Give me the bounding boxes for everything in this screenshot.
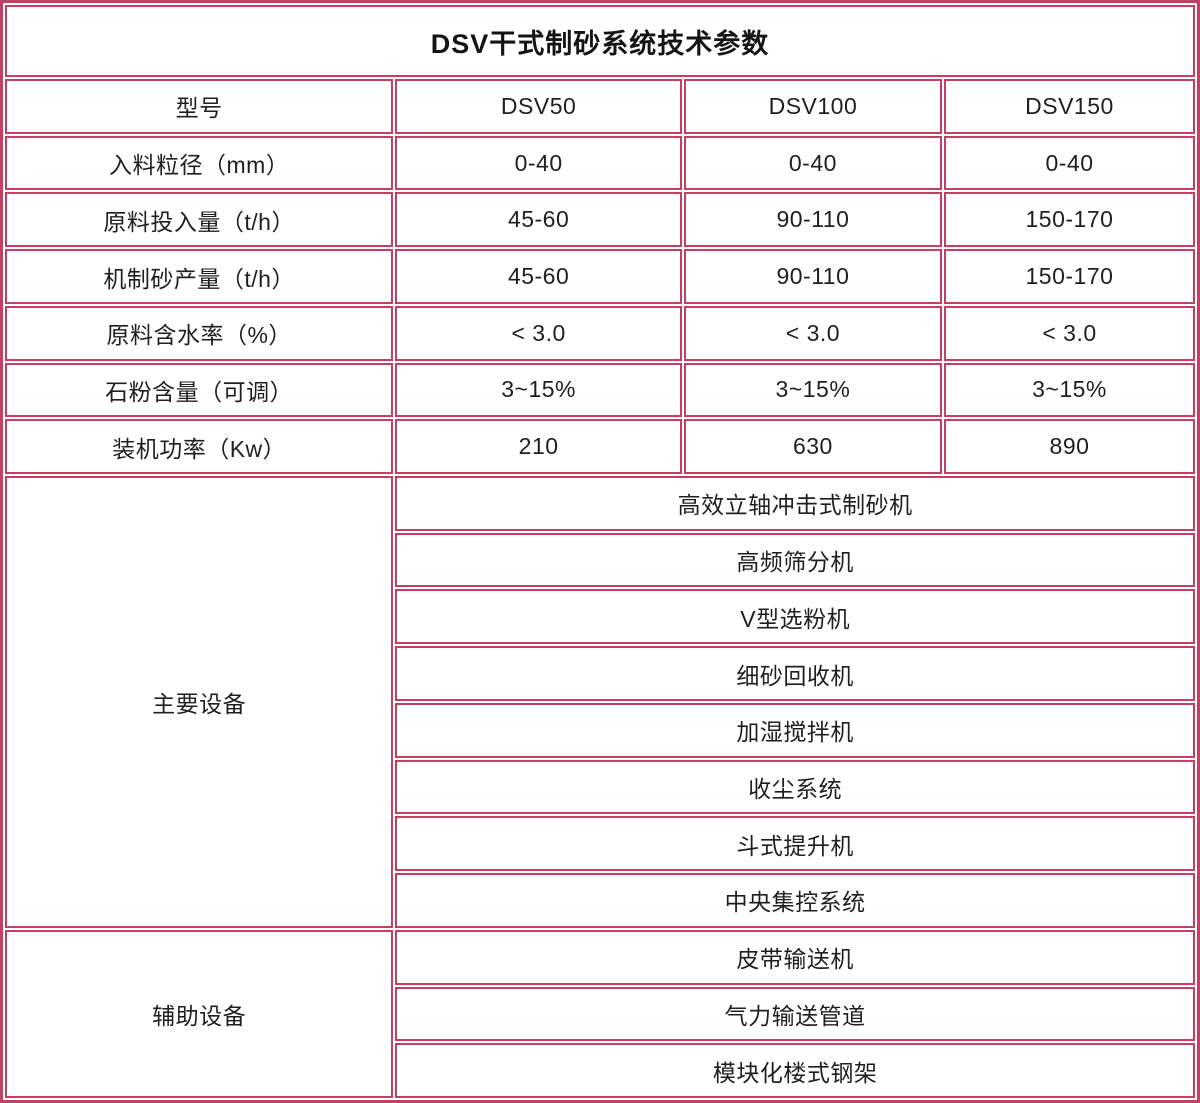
header-model-dsv50: DSV50	[395, 79, 682, 134]
param-value-cell: < 3.0	[943, 305, 1195, 361]
main-equipment-row: 高频筛分机	[5, 532, 1195, 588]
equipment-item-cell: 中央集控系统	[395, 873, 1195, 928]
param-value-cell: 3~15%	[683, 362, 942, 418]
auxiliary-equipment-row: 模块化楼式钢架	[5, 1043, 1195, 1098]
header-row: 型号 DSV50 DSV100 DSV150	[5, 79, 1195, 134]
param-value-cell: 0-40	[395, 135, 682, 191]
equipment-item-cell: 收尘系统	[395, 759, 1195, 815]
equipment-item-cell: V型选粉机	[395, 589, 1195, 645]
equipment-item-cell: 皮带输送机	[395, 929, 1195, 985]
header-model-dsv100: DSV100	[683, 79, 942, 134]
equipment-item-cell: 气力输送管道	[395, 986, 1195, 1042]
param-value-cell: 150-170	[943, 249, 1195, 304]
param-value-cell: 0-40	[943, 135, 1195, 191]
param-label-cell: 原料投入量（t/h）	[5, 192, 394, 248]
table-title: DSV干式制砂系统技术参数	[5, 5, 1195, 77]
param-label-cell: 装机功率（Kw）	[5, 419, 394, 475]
param-label-cell: 原料含水率（%）	[5, 305, 394, 361]
param-value-cell: 210	[395, 419, 682, 475]
main-equipment-row: 斗式提升机	[5, 816, 1195, 872]
param-value-cell: 45-60	[395, 249, 682, 304]
main-equipment-row: 加湿搅拌机	[5, 702, 1195, 758]
main-equipment-row: 收尘系统	[5, 759, 1195, 815]
spec-row-stone-powder: 石粉含量（可调） 3~15% 3~15% 3~15%	[5, 362, 1195, 418]
main-equipment-row: V型选粉机	[5, 589, 1195, 645]
param-label-cell: 入料粒径（mm）	[5, 135, 394, 191]
param-value-cell: < 3.0	[395, 305, 682, 361]
param-value-cell: 150-170	[943, 192, 1195, 248]
auxiliary-equipment-row: 气力输送管道	[5, 986, 1195, 1042]
equipment-item-cell: 细砂回收机	[395, 646, 1195, 701]
header-label-cell: 型号	[5, 79, 394, 134]
auxiliary-equipment-row: 辅助设备 皮带输送机	[5, 929, 1195, 1098]
param-value-cell: 630	[683, 419, 942, 475]
auxiliary-equipment-group-label: 辅助设备	[5, 929, 394, 1098]
header-model-dsv150: DSV150	[943, 79, 1195, 134]
spec-row-sand-output: 机制砂产量（t/h） 45-60 90-110 150-170	[5, 249, 1195, 304]
param-value-cell: 90-110	[683, 249, 942, 304]
main-equipment-row: 主要设备 高效立轴冲击式制砂机	[5, 476, 1195, 928]
spec-row-raw-input: 原料投入量（t/h） 45-60 90-110 150-170	[5, 192, 1195, 248]
param-value-cell: 90-110	[683, 192, 942, 248]
main-equipment-group-label: 主要设备	[5, 476, 394, 928]
param-value-cell: < 3.0	[683, 305, 942, 361]
equipment-item-cell: 高频筛分机	[395, 532, 1195, 588]
equipment-item-cell: 模块化楼式钢架	[395, 1043, 1195, 1098]
equipment-item-cell: 斗式提升机	[395, 816, 1195, 872]
spec-row-feed-size: 入料粒径（mm） 0-40 0-40 0-40	[5, 135, 1195, 191]
spec-row-installed-power: 装机功率（Kw） 210 630 890	[5, 419, 1195, 475]
param-value-cell: 890	[943, 419, 1195, 475]
equipment-item-cell: 加湿搅拌机	[395, 702, 1195, 758]
table-title-row: DSV干式制砂系统技术参数	[5, 5, 1195, 77]
param-label-cell: 机制砂产量（t/h）	[5, 249, 394, 304]
param-label-cell: 石粉含量（可调）	[5, 362, 394, 418]
param-value-cell: 45-60	[395, 192, 682, 248]
equipment-item-cell: 高效立轴冲击式制砂机	[395, 476, 1195, 531]
main-equipment-row: 中央集控系统	[5, 873, 1195, 928]
spec-row-moisture: 原料含水率（%） < 3.0 < 3.0 < 3.0	[5, 305, 1195, 361]
param-value-cell: 0-40	[683, 135, 942, 191]
param-value-cell: 3~15%	[943, 362, 1195, 418]
param-value-cell: 3~15%	[395, 362, 682, 418]
main-equipment-row: 细砂回收机	[5, 646, 1195, 701]
